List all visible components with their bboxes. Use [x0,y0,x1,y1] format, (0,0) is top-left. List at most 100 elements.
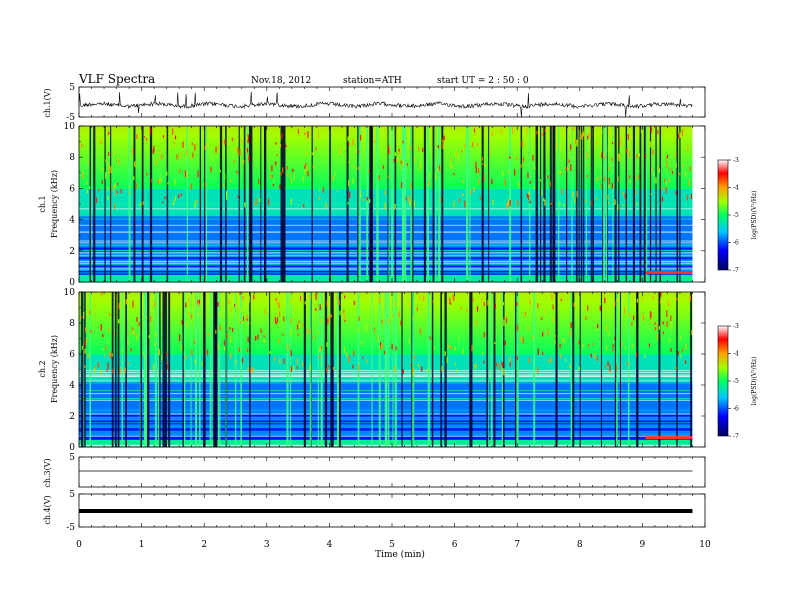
spectrogram-speckle [247,366,249,372]
spectrogram-speckle [455,368,458,373]
spectrogram-speckle [248,154,250,162]
spectrogram-speckle [275,298,277,301]
spectrogram-speckle [255,335,257,341]
spectrogram-speckle [353,300,355,306]
sferic-spike [520,126,523,282]
spectrogram-speckle [651,168,653,173]
spectrogram-speckle [328,315,330,322]
date-label: Nov.18, 2012 [251,76,311,86]
spectrogram-speckle [286,173,288,176]
spectrogram-speckle [529,180,531,185]
sferic-spike [376,126,379,282]
spectrogram-speckle [454,346,456,351]
spectrogram-speckle [668,338,670,342]
spectrogram-speckle [127,339,129,346]
sferic-spike [204,126,206,282]
spectrogram-speckle [391,315,394,318]
sferic-spike [144,292,147,447]
sferic-spike [432,126,435,282]
spectrogram-speckle [338,299,340,306]
spectrogram-speckle [543,307,546,315]
spectrogram-speckle [197,299,199,304]
spectrogram-speckle [560,172,563,175]
spectrogram-speckle [547,329,549,336]
spectrogram-speckle [533,185,535,190]
spectrogram-speckle [576,139,578,147]
spectrogram-speckle [302,322,304,328]
spectrogram-speckle [408,195,410,203]
spectrogram-speckle [587,343,590,349]
spectrogram-speckle [691,330,693,336]
spectrogram-speckle [274,356,276,362]
spectrogram-speckle [473,128,476,133]
spectrogram-speckle [174,178,176,185]
spectrogram-speckle [315,293,317,300]
spectrogram-speckle [182,141,184,148]
spectrogram-speckle [516,355,519,361]
spectrogram-speckle [599,305,601,311]
spectrogram-speckle [244,202,246,208]
spectrogram-speckle [226,193,228,201]
spectrogram-speckle [171,310,173,315]
spectrogram-speckle [290,328,292,336]
spectrogram-speckle [410,363,412,367]
spectrogram-speckle [604,306,606,310]
spectrogram-speckle [447,345,449,349]
spectrogram-speckle [240,138,243,144]
spectrogram-speckle [133,176,135,181]
spectrogram-speckle [87,352,89,359]
sferic-spike [655,126,657,282]
sferic-spike [516,292,519,447]
spectrogram-speckle [264,309,266,315]
spectrogram-speckle [549,181,551,187]
spectrogram-speckle [540,179,542,182]
sferic-spike [324,292,328,447]
spectrogram-speckle [450,158,452,162]
spectrogram-speckle [290,198,292,205]
spectrogram-speckle [166,352,168,357]
spectrogram-speckle [440,196,443,202]
spectrogram-speckle [659,300,662,304]
sferic-spike [557,126,560,282]
ch1-colorbar: log(PSD)(V²/Hz) -3 -4 -5 -6 -7 [717,157,758,274]
spectrogram-speckle [271,294,274,300]
sferic-spike [592,126,594,282]
spectrogram-speckle [491,132,494,136]
spectrogram-speckle [180,193,183,197]
spectrogram-speckle [551,293,553,301]
spectrogram-speckle [429,172,431,179]
spectrogram-speckle [95,297,97,303]
spectrogram-speckle [303,203,305,208]
spectrogram-speckle [282,167,284,174]
spectrogram-speckle [565,166,567,172]
spectrogram-speckle [217,301,219,307]
spectrogram-speckle [352,139,354,146]
sferic-spike [404,126,407,282]
spectrogram-speckle [153,145,155,153]
spectrogram-band [79,145,693,150]
spectrogram-speckle [236,170,238,174]
spectrogram-line [79,244,693,246]
spectrogram-speckle [298,323,300,329]
spectrogram-speckle [247,311,250,317]
spectrogram-speckle [596,355,599,362]
spectrogram-speckle [217,343,219,351]
spectrogram-speckle [469,139,472,146]
sferic-spike [600,292,603,447]
spectrogram-speckle [449,344,451,348]
x-tick-label: 6 [452,540,458,550]
spectrogram-speckle [572,191,574,197]
spectrogram-speckle [290,178,293,184]
sferic-spike [121,292,124,447]
spectrogram-speckle [136,334,138,341]
y-tick-label: 5 [69,83,75,93]
spectrogram-speckle [603,152,605,156]
spectrogram-speckle [379,345,382,350]
spectrogram-speckle [491,179,493,185]
spectrogram-speckle [472,141,474,148]
spectrogram-band [79,137,693,143]
spectrogram-speckle [505,317,508,324]
spectrogram-speckle [355,147,358,152]
sferic-spike [676,292,678,447]
sferic-spike [140,292,142,447]
